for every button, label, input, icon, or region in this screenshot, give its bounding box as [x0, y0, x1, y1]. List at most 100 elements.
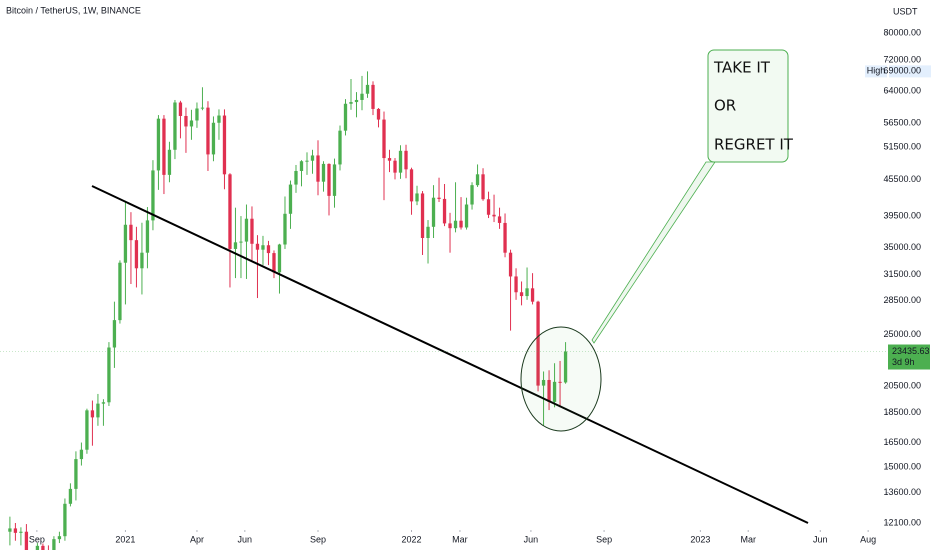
candle-body [481, 174, 485, 200]
candle-body [134, 240, 139, 269]
candle-body [206, 107, 210, 155]
candle-body [85, 410, 89, 450]
candle-body [283, 213, 287, 245]
candle-body [250, 218, 254, 244]
candle-body [365, 84, 370, 94]
highlight-circle [520, 326, 602, 432]
candle-body [536, 301, 540, 386]
candle-body [173, 102, 177, 150]
candle-body [112, 320, 117, 348]
candle-body [79, 449, 84, 460]
candle-body [156, 118, 161, 171]
candle-body [393, 160, 397, 173]
y-tick-label: 13600.00 [883, 487, 921, 497]
candle-body [409, 169, 414, 202]
y-tick-label: 18500.00 [883, 407, 921, 417]
candle-body [140, 252, 144, 269]
candle-body [288, 184, 293, 214]
candle-body [13, 528, 18, 533]
candle-body [519, 292, 524, 297]
candle-body [90, 410, 95, 418]
callout-line: OR [714, 97, 736, 115]
y-tick-label: 28500.00 [883, 295, 921, 305]
candle-body [415, 193, 419, 202]
high-tag: High [867, 66, 886, 76]
y-tick-label: 12100.00 [883, 517, 921, 527]
y-tick-label: 45500.00 [883, 174, 921, 184]
x-tick-label: Sep [29, 534, 45, 544]
candle-body [211, 122, 216, 155]
candle-body [426, 226, 430, 238]
candle-body [96, 403, 100, 418]
candle-body [332, 164, 337, 196]
candle-body [404, 150, 408, 170]
candle-body [200, 107, 205, 109]
candle-body [129, 224, 133, 241]
candle-body [349, 102, 353, 104]
candle-body [217, 115, 221, 123]
candle-body [74, 459, 78, 489]
candle-body [41, 545, 45, 550]
candle-body [272, 253, 276, 273]
candle-body [52, 539, 56, 550]
y-tick-label: 80000.00 [883, 27, 921, 37]
candle-body [563, 351, 568, 383]
candle-body [530, 288, 535, 302]
candle-body [437, 197, 441, 199]
candle-body [261, 245, 265, 250]
candle-body [266, 245, 271, 254]
candle-body [19, 531, 23, 533]
x-tick-label: 2022 [402, 534, 422, 544]
candle-body [459, 220, 463, 228]
candle-body [343, 103, 348, 131]
candle-body [107, 347, 111, 403]
callout-line: TAKE IT [713, 59, 771, 77]
candle-body [118, 262, 122, 321]
candle-body [316, 155, 320, 182]
y-tick-label: 31500.00 [883, 269, 921, 279]
candle-body [277, 244, 282, 273]
callout-box [707, 49, 789, 163]
candle-body [371, 84, 375, 109]
x-tick-label: Apr [190, 534, 204, 544]
x-tick-label: 2023 [690, 534, 710, 544]
candle-body [338, 130, 342, 165]
x-tick-label: Jun [238, 534, 253, 544]
last-price-label: 23435.63 [892, 346, 930, 356]
y-tick-label: 15000.00 [883, 462, 921, 472]
x-tick-label: Sep [310, 534, 326, 544]
candle-body [448, 223, 452, 229]
chart-title: Bitcoin / TetherUS, 1W, BINANCE [6, 5, 141, 15]
candle-body [24, 531, 29, 550]
candle-body [420, 193, 425, 238]
currency-label: USDT [893, 6, 918, 16]
candle-body [376, 108, 381, 120]
candle-body [244, 218, 249, 242]
candle-body [398, 150, 403, 173]
countdown-label: 3d 9h [892, 357, 915, 367]
high-tag-box [865, 65, 887, 78]
candle-body [382, 119, 386, 159]
candle-body [354, 99, 359, 103]
x-tick-label: Jun [813, 534, 828, 544]
last-price-box [888, 344, 930, 370]
candle-body [167, 149, 172, 175]
candle-body [233, 242, 238, 249]
candle-body [525, 288, 529, 297]
y-tick-label: 72000.00 [883, 55, 921, 65]
candle-body [101, 402, 106, 404]
candle-body [255, 243, 260, 250]
candle-body [184, 115, 188, 127]
candle-body [552, 381, 557, 402]
callout-pointer [591, 161, 716, 344]
trend-line [91, 185, 809, 524]
candle-body [222, 115, 227, 175]
y-tick-label: 35000.00 [883, 242, 921, 252]
candle-body [8, 528, 12, 532]
y-tick-label: 16500.00 [883, 437, 921, 447]
candle-body [145, 220, 150, 253]
candle-body [68, 488, 73, 504]
candle-body [442, 198, 447, 224]
